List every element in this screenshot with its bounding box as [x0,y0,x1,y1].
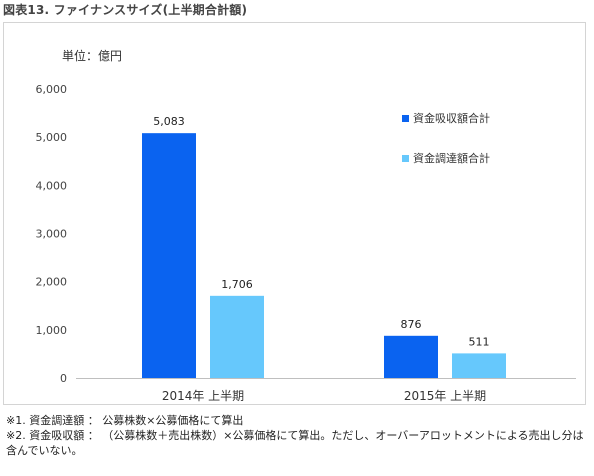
footnote-2: ※2. 資金吸収額 ： （公募株数＋売出株数）×公募価格にて算出。ただし、オーバ… [6,429,584,457]
y-tick-label: 5,000 [36,131,68,144]
data-label: 1,706 [221,278,253,291]
unit-label: 単位：億円 [62,49,123,63]
bar [452,353,506,378]
data-label: 5,083 [153,115,185,128]
footnote-1: ※1. 資金調達額 ： 公募株数×公募価格にて算出 [6,414,244,427]
bar [384,335,438,378]
footnotes: ※1. 資金調達額 ： 公募株数×公募価格にて算出 ※2. 資金吸収額 ： （公… [6,413,590,458]
y-tick-label: 2,000 [36,276,68,289]
y-tick-label: 4,000 [36,179,68,192]
data-label: 511 [469,335,490,348]
x-category-label: 2015年 上半期 [404,389,486,403]
legend: 資金吸収額合計 資金調達額合計 [402,108,490,188]
legend-item-series2: 資金調達額合計 [402,148,490,168]
figure-title: 図表13. ファイナンスサイズ(上半期合計額) [3,3,248,17]
legend-swatch-series1 [402,114,409,122]
legend-item-series1: 資金吸収額合計 [402,108,490,128]
data-label: 876 [401,318,422,331]
bar [142,133,196,378]
chart-frame [3,22,586,405]
legend-swatch-series2 [402,154,409,162]
y-tick-label: 6,000 [36,83,68,96]
y-tick-label: 1,000 [36,324,68,337]
legend-label-series1: 資金吸収額合計 [413,112,490,125]
legend-label-series2: 資金調達額合計 [413,152,490,165]
y-tick-label: 3,000 [36,228,68,241]
y-tick-label: 0 [60,372,67,385]
x-category-label: 2014年 上半期 [162,389,244,403]
bar [210,295,264,378]
